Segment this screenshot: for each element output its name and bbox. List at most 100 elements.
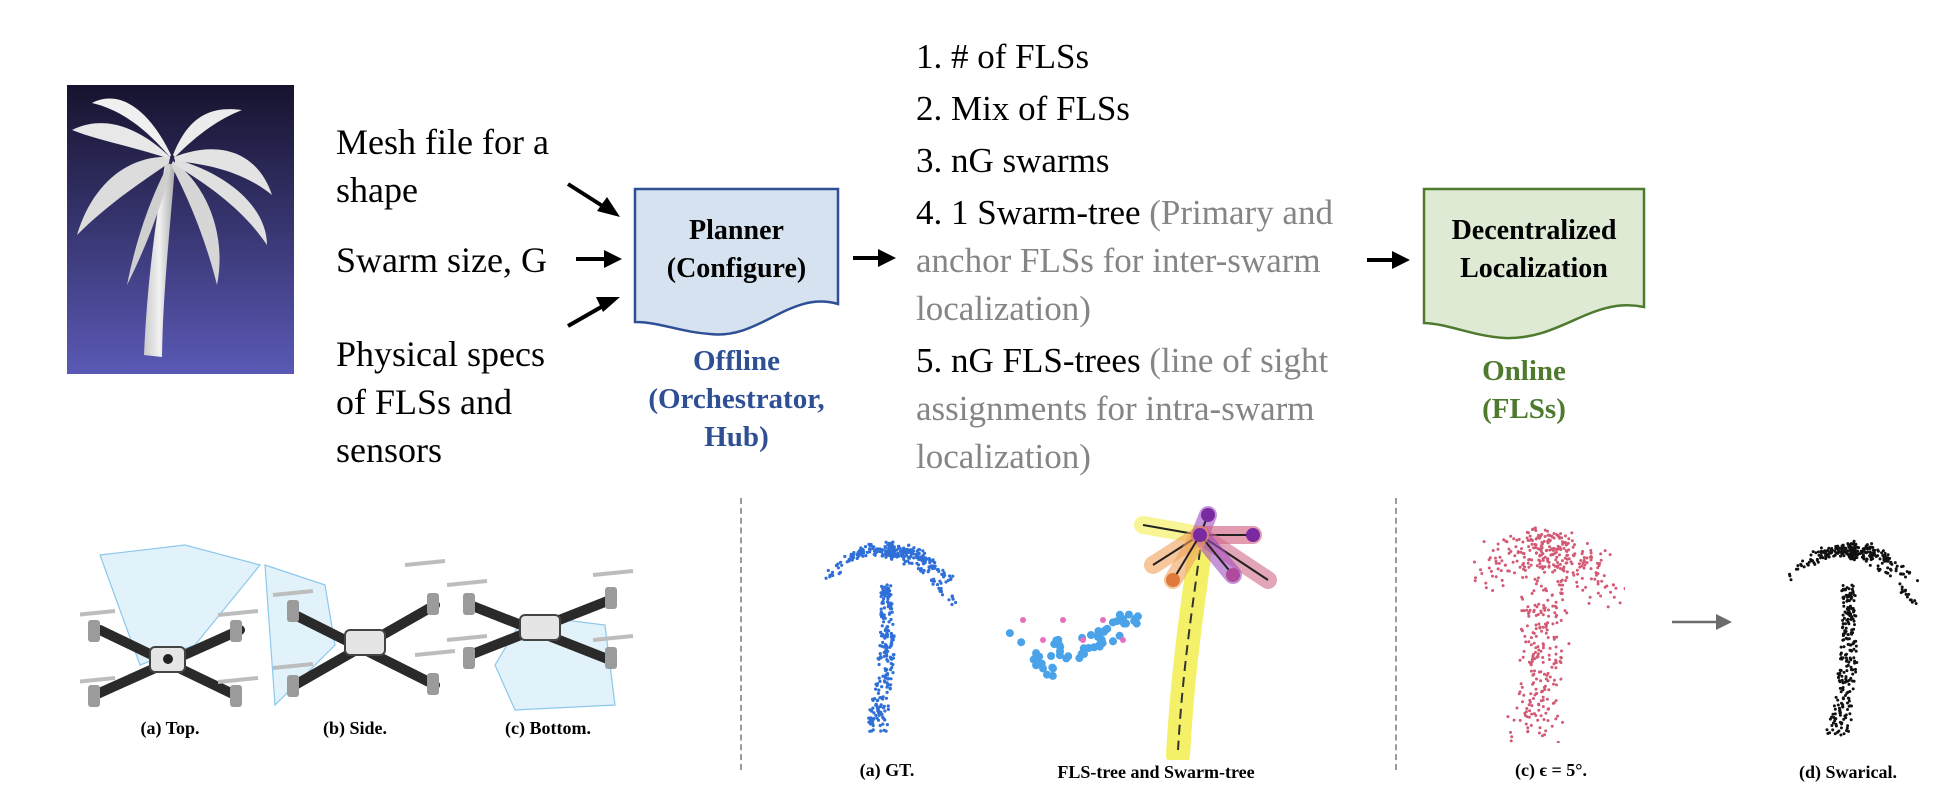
point-marker bbox=[1525, 624, 1529, 628]
point-marker bbox=[1841, 703, 1845, 707]
point-marker bbox=[1904, 592, 1908, 596]
point-marker bbox=[1521, 551, 1525, 555]
point-marker bbox=[881, 674, 885, 678]
point-marker bbox=[889, 593, 893, 597]
point-marker bbox=[1536, 576, 1540, 580]
point-marker bbox=[1868, 563, 1872, 567]
point-marker bbox=[1555, 533, 1559, 537]
point-marker bbox=[872, 711, 876, 715]
point-marker bbox=[891, 546, 896, 550]
point-marker bbox=[880, 624, 884, 628]
fls-tree-point bbox=[1064, 652, 1073, 661]
input-physical-line3: sensors bbox=[336, 430, 442, 470]
point-marker bbox=[1841, 618, 1845, 622]
localization-subtitle: Localization bbox=[1460, 253, 1608, 284]
point-marker bbox=[1579, 559, 1583, 562]
point-marker bbox=[1553, 604, 1557, 608]
point-marker bbox=[1520, 629, 1524, 633]
point-marker bbox=[1527, 660, 1531, 664]
point-marker bbox=[1862, 549, 1866, 552]
point-marker bbox=[1819, 546, 1823, 550]
point-marker bbox=[1533, 577, 1537, 581]
point-marker bbox=[1560, 649, 1563, 653]
point-marker bbox=[1842, 633, 1845, 637]
point-marker bbox=[1881, 554, 1885, 557]
point-marker bbox=[1534, 546, 1538, 550]
caption-epsilon: (c) ϵ = 5°. bbox=[1514, 760, 1587, 780]
outputs-arrow-head bbox=[1392, 251, 1410, 269]
point-marker bbox=[883, 709, 887, 713]
point-marker bbox=[863, 545, 868, 549]
point-marker bbox=[1496, 542, 1500, 546]
point-marker bbox=[1849, 557, 1853, 561]
point-marker bbox=[877, 713, 881, 717]
output-item-1: 1. # of FLSs bbox=[916, 37, 1090, 76]
fls-tree-point bbox=[1075, 654, 1084, 663]
point-marker bbox=[1556, 742, 1559, 743]
point-marker bbox=[1811, 550, 1815, 554]
point-marker bbox=[1514, 545, 1518, 549]
fls-tree-point bbox=[1005, 629, 1014, 638]
planner-role-line1: Offline bbox=[693, 345, 780, 377]
fls-tree-point bbox=[1095, 642, 1104, 651]
point-marker bbox=[889, 617, 893, 622]
point-marker bbox=[1796, 564, 1800, 568]
point-marker bbox=[1509, 730, 1512, 734]
point-marker bbox=[1559, 591, 1563, 595]
point-marker bbox=[1585, 542, 1589, 545]
point-marker bbox=[1559, 580, 1563, 583]
point-marker bbox=[867, 720, 871, 724]
point-marker bbox=[1895, 564, 1899, 568]
point-marker bbox=[891, 663, 895, 667]
point-marker bbox=[872, 545, 876, 549]
point-marker bbox=[1542, 588, 1545, 592]
point-marker bbox=[1900, 585, 1904, 589]
point-marker bbox=[889, 632, 893, 636]
planner-doc-shape bbox=[633, 187, 840, 336]
point-marker bbox=[1833, 707, 1837, 711]
point-marker bbox=[1559, 656, 1563, 660]
point-marker bbox=[1491, 589, 1495, 592]
point-marker bbox=[831, 573, 835, 578]
point-marker bbox=[1498, 555, 1502, 559]
point-marker bbox=[1612, 583, 1615, 587]
point-marker bbox=[1546, 719, 1550, 723]
point-marker bbox=[1852, 627, 1856, 631]
planner-subtitle: (Configure) bbox=[666, 253, 807, 284]
point-marker bbox=[1531, 682, 1535, 686]
point-marker bbox=[1845, 669, 1849, 673]
point-marker bbox=[1473, 579, 1477, 583]
point-marker bbox=[884, 643, 888, 647]
point-marker bbox=[912, 546, 916, 550]
point-marker bbox=[1848, 656, 1852, 660]
point-marker bbox=[1880, 561, 1884, 565]
point-marker bbox=[878, 652, 882, 656]
point-marker bbox=[879, 634, 883, 638]
point-marker bbox=[1518, 690, 1522, 694]
point-marker bbox=[1551, 570, 1555, 574]
point-marker bbox=[1834, 722, 1838, 726]
point-marker bbox=[1525, 608, 1529, 612]
point-marker bbox=[1527, 640, 1531, 644]
point-marker bbox=[1878, 557, 1882, 561]
point-marker bbox=[935, 583, 940, 587]
point-marker bbox=[891, 671, 895, 675]
fls-tree-point bbox=[1037, 660, 1045, 669]
point-marker bbox=[1846, 642, 1850, 646]
point-marker bbox=[880, 554, 884, 558]
point-marker bbox=[1520, 547, 1523, 551]
point-marker bbox=[1846, 637, 1850, 641]
input-mesh-file: Mesh file for a shape bbox=[336, 118, 549, 214]
point-marker bbox=[1541, 646, 1545, 650]
point-marker bbox=[1898, 582, 1902, 586]
point-marker bbox=[1819, 554, 1823, 558]
point-marker bbox=[1850, 583, 1854, 587]
point-marker bbox=[1855, 661, 1859, 664]
point-marker bbox=[884, 633, 888, 637]
point-marker bbox=[1522, 555, 1526, 559]
point-marker bbox=[1533, 526, 1537, 530]
point-marker bbox=[1556, 561, 1560, 564]
point-marker bbox=[852, 551, 856, 555]
point-marker bbox=[1836, 703, 1840, 707]
point-marker bbox=[1479, 568, 1482, 572]
